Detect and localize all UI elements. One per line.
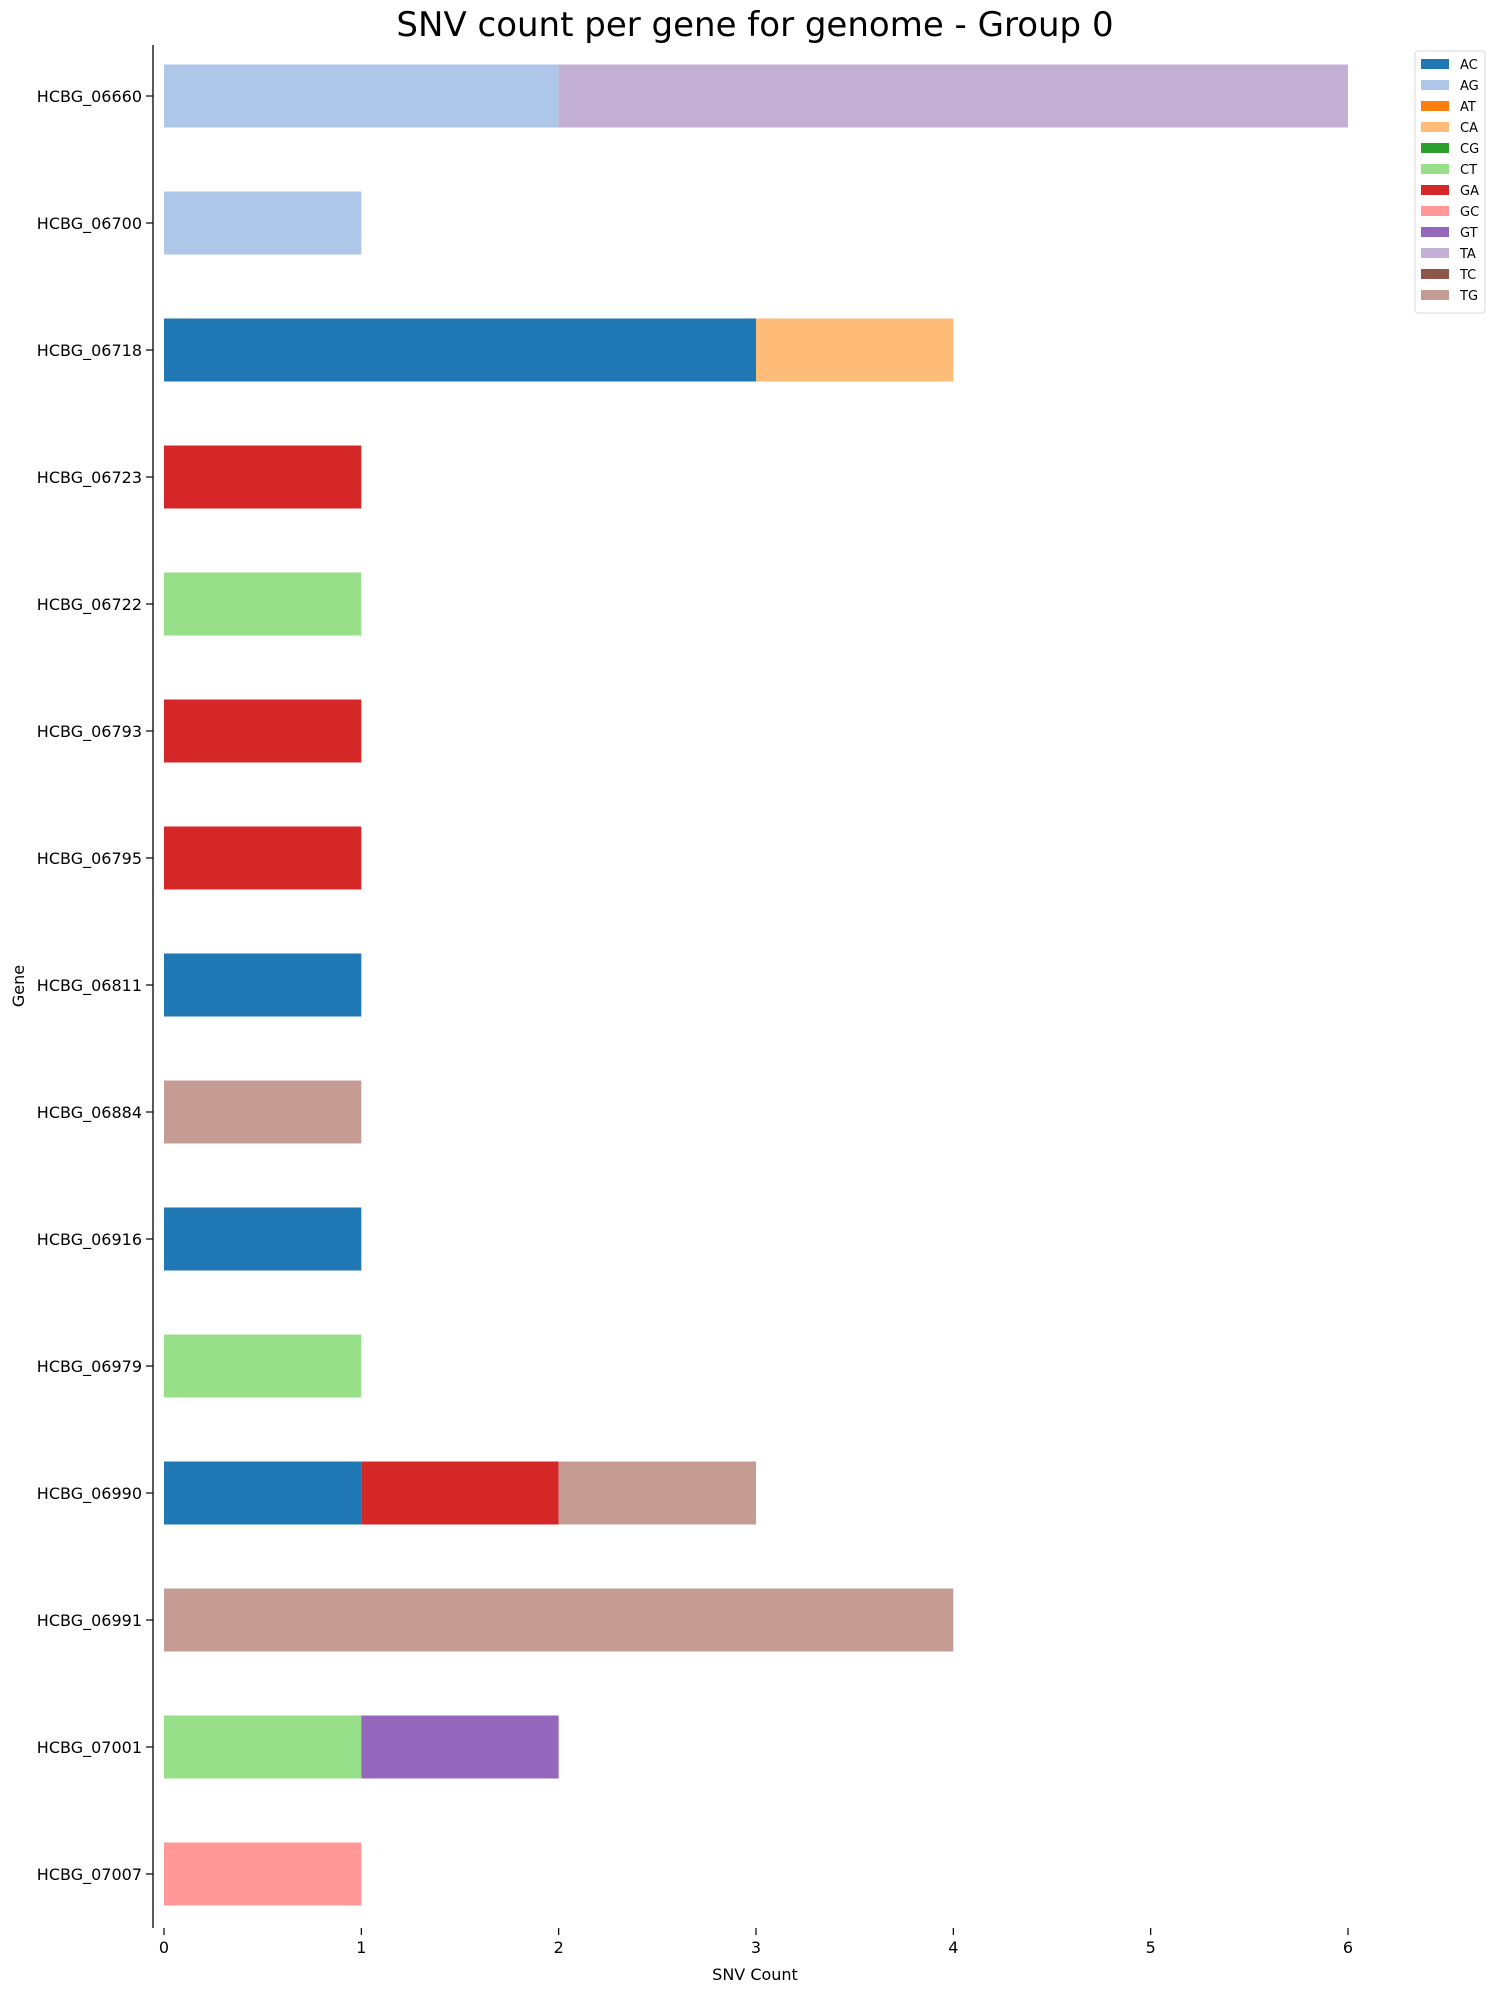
legend-label-TC: TC	[1459, 268, 1476, 283]
y-tick-label: HCBG_07007	[37, 1865, 142, 1885]
bar-HCBG_06793-GA	[164, 699, 362, 763]
legend-swatch-CG	[1421, 143, 1449, 153]
legend-frame	[1414, 50, 1486, 314]
bar-HCBG_06990-TG	[558, 1461, 756, 1525]
y-tick-label: HCBG_06811	[37, 976, 142, 996]
y-tick-label: HCBG_07001	[37, 1738, 142, 1758]
x-axis-label: SNV Count	[712, 1965, 798, 1984]
x-tick-label: 6	[1343, 1938, 1353, 1957]
bar-HCBG_06718-AC	[164, 318, 756, 382]
legend-swatch-AT	[1421, 101, 1449, 111]
legend-swatch-CA	[1421, 122, 1449, 132]
legend-label-GT: GT	[1460, 226, 1478, 241]
legend-label-GC: GC	[1460, 205, 1479, 220]
y-axis-label: Gene	[9, 965, 28, 1007]
bar-HCBG_06723-GA	[164, 445, 362, 509]
bar-HCBG_06916-AC	[164, 1207, 362, 1271]
y-tick-label: HCBG_06793	[37, 722, 142, 742]
legend-label-TA: TA	[1459, 247, 1476, 262]
y-tick-label: HCBG_06916	[37, 1230, 142, 1250]
x-tick-label: 0	[159, 1938, 169, 1957]
x-tick-label: 3	[751, 1938, 761, 1957]
legend-label-AG: AG	[1460, 79, 1479, 94]
legend-label-CA: CA	[1460, 121, 1478, 136]
legend-swatch-TC	[1421, 269, 1449, 279]
y-tick-label: HCBG_06700	[37, 214, 142, 234]
y-tick-label: HCBG_06979	[37, 1357, 142, 1377]
x-axis: 0 1 2 3 4 5 6	[159, 1928, 1353, 1957]
legend-label-TG: TG	[1459, 289, 1478, 304]
bar-HCBG_06991-TG	[164, 1588, 954, 1652]
legend-swatch-GC	[1421, 206, 1449, 216]
bar-HCBG_07007-GC	[164, 1842, 362, 1906]
y-tick-label: HCBG_06884	[37, 1103, 142, 1123]
bar-HCBG_07001-GT	[361, 1715, 559, 1779]
bar-HCBG_06722-CT	[164, 572, 362, 636]
bar-HCBG_07001-CT	[164, 1715, 362, 1779]
x-tick-label: 4	[948, 1938, 958, 1957]
y-tick-label: HCBG_06795	[37, 849, 142, 869]
bar-HCBG_06660-AG	[164, 64, 559, 128]
bar-HCBG_06700-AG	[164, 191, 362, 255]
y-axis: HCBG_06660 HCBG_06700 HCBG_06718 HCBG_06723…	[37, 45, 154, 1928]
bar-HCBG_06660-TA	[558, 64, 1348, 128]
chart-title: SNV count per gene for genome - Group 0	[396, 5, 1113, 45]
legend-swatch-TA	[1421, 248, 1449, 258]
legend-swatch-TG	[1421, 290, 1449, 300]
legend-label-GA: GA	[1460, 184, 1479, 199]
legend: AC AG AT CA CG CT GA GC GT TA TC TG	[1414, 50, 1486, 314]
bar-HCBG_06990-GA	[361, 1461, 559, 1525]
bar-HCBG_06884-TG	[164, 1080, 362, 1144]
y-tick-label: HCBG_06722	[37, 595, 142, 615]
y-tick-label: HCBG_06990	[37, 1484, 142, 1504]
x-tick-label: 5	[1146, 1938, 1156, 1957]
bar-HCBG_06811-AC	[164, 953, 362, 1017]
bar-HCBG_06990-AC	[164, 1461, 362, 1525]
y-tick-label: HCBG_06660	[37, 87, 142, 107]
legend-swatch-GT	[1421, 227, 1449, 237]
x-tick-label: 1	[356, 1938, 366, 1957]
legend-label-CG: CG	[1460, 142, 1479, 157]
bar-HCBG_06979-CT	[164, 1334, 362, 1398]
bar-HCBG_06795-GA	[164, 826, 362, 890]
x-tick-label: 2	[554, 1938, 564, 1957]
legend-swatch-GA	[1421, 185, 1449, 195]
legend-label-AC: AC	[1460, 58, 1478, 73]
y-tick-label: HCBG_06991	[37, 1611, 142, 1631]
y-tick-label: HCBG_06723	[37, 468, 142, 488]
bar-HCBG_06718-CA	[756, 318, 954, 382]
legend-swatch-CT	[1421, 164, 1449, 174]
legend-label-AT: AT	[1460, 100, 1476, 115]
legend-swatch-AC	[1421, 59, 1449, 69]
legend-swatch-AG	[1421, 80, 1449, 90]
bars-group	[164, 64, 1348, 1906]
legend-label-CT: CT	[1460, 163, 1477, 178]
y-tick-label: HCBG_06718	[37, 341, 142, 361]
